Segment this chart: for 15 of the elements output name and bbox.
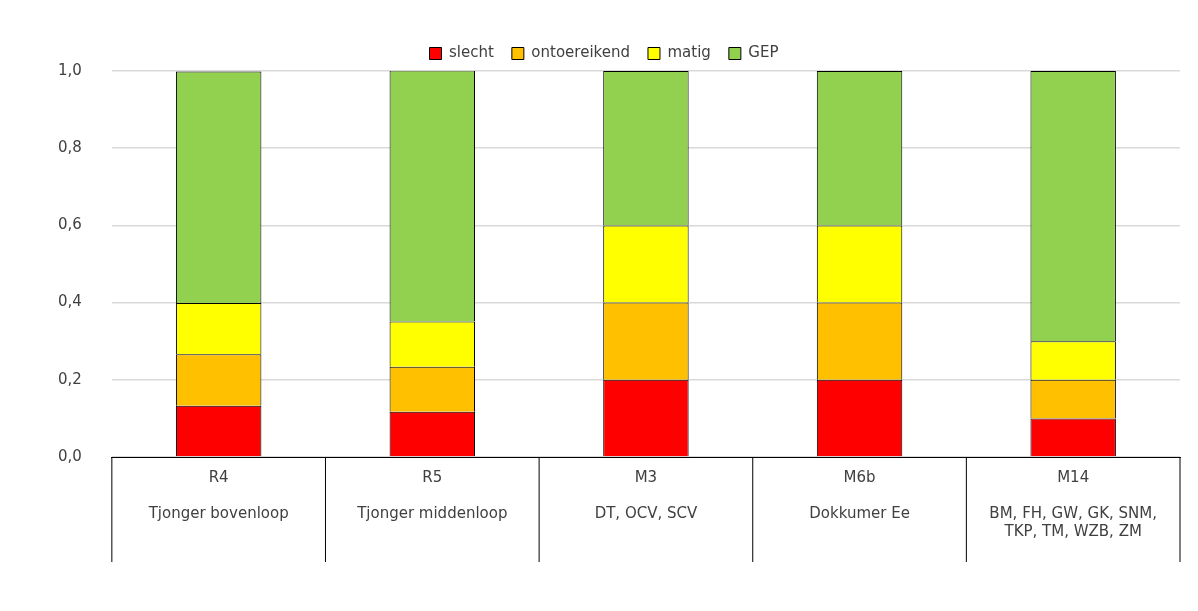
y-tick-label: 0,6 bbox=[58, 215, 82, 234]
legend-label: GEP bbox=[748, 43, 779, 62]
category-label: R5 Tjonger middenloop bbox=[357, 467, 508, 522]
y-tick-label: 0,4 bbox=[58, 292, 82, 311]
y-tick-label: 0,2 bbox=[58, 369, 82, 388]
legend-label: slecht bbox=[449, 43, 494, 62]
category-label: R4 Tjonger bovenloop bbox=[148, 467, 289, 522]
category-label: M14 BM, FH, GW, GK, SNM, TKP, TM, WZB, ZM bbox=[989, 467, 1158, 540]
legend-label: ontoereikend bbox=[531, 43, 630, 62]
category-label: M3 DT, OCV, SCV bbox=[594, 467, 698, 522]
legend-label: matig bbox=[667, 43, 711, 62]
y-tick-label: 0,0 bbox=[58, 446, 82, 465]
y-tick-label: 0,8 bbox=[58, 138, 82, 157]
y-tick-label: 1,0 bbox=[58, 60, 82, 79]
category-label: M6b Dokkumer Ee bbox=[809, 467, 910, 522]
